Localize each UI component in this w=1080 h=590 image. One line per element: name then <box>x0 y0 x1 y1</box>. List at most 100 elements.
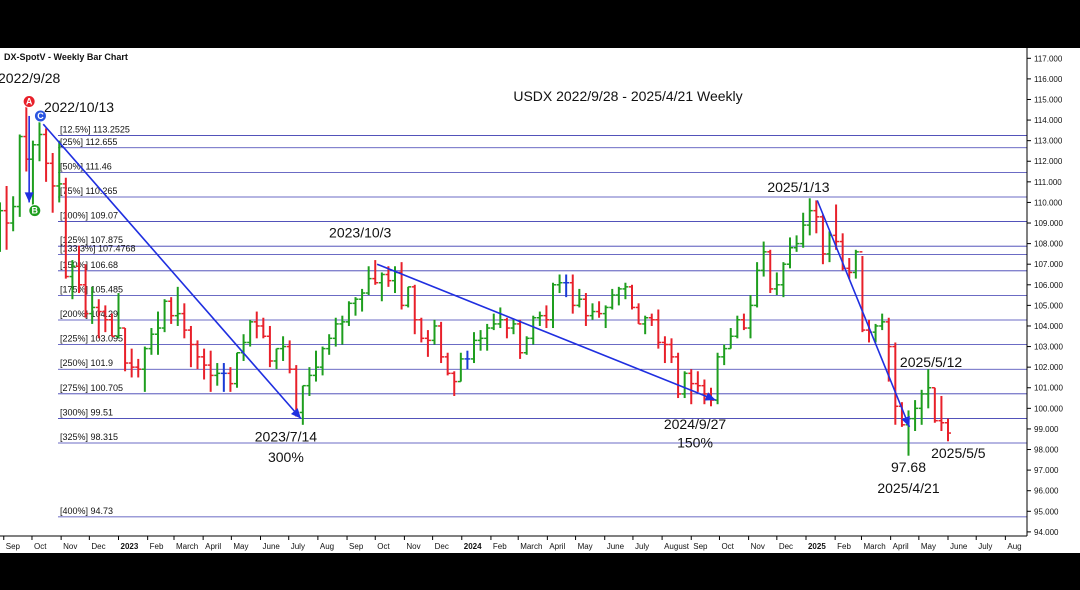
ohlc-bar <box>0 202 3 252</box>
time-tick-label: 2024 <box>464 542 482 551</box>
ohlc-bar <box>635 303 642 325</box>
ohlc-bar <box>16 134 23 217</box>
ohlc-bar <box>536 311 543 326</box>
trend-arrow-line <box>816 200 911 428</box>
price-tick-label: 105.000 <box>1034 301 1063 310</box>
ohlc-bar <box>767 249 774 294</box>
annotation-label: 150% <box>677 434 713 450</box>
point-marker-label: C <box>37 111 44 121</box>
price-tick-label: 110.000 <box>1034 198 1063 207</box>
ohlc-bar <box>833 204 840 250</box>
ohlc-bar <box>471 332 477 364</box>
price-tick-label: 116.000 <box>1034 75 1063 84</box>
ohlc-bar <box>760 241 767 277</box>
ohlc-bar <box>556 274 563 294</box>
chart-background <box>0 48 1080 553</box>
time-tick-label: Oct <box>721 542 734 551</box>
ohlc-bar <box>477 330 484 351</box>
time-tick-label: Oct <box>377 542 390 551</box>
point-marker: C <box>33 109 47 123</box>
ohlc-bar <box>76 245 82 294</box>
time-tick-label: Dec <box>435 542 449 551</box>
point-marker: B <box>28 204 42 218</box>
ohlc-bar <box>438 321 445 364</box>
price-tick-label: 97.000 <box>1034 466 1059 475</box>
trend-arrow-head <box>704 392 716 401</box>
ohlc-bar <box>247 319 254 347</box>
trend-arrow-line <box>376 263 717 401</box>
time-tick-label: Feb <box>493 542 507 551</box>
point-markers: A B C <box>22 95 47 218</box>
ohlc-bar <box>280 336 287 361</box>
ohlc-bar <box>457 352 464 383</box>
trend-arrow-head <box>290 408 301 419</box>
time-tick-label: Feb <box>837 542 851 551</box>
annotation-label: 2025/1/13 <box>767 179 829 195</box>
ohlc-bar <box>95 299 102 339</box>
time-tick-label: Dec <box>91 542 105 551</box>
time-tick-label: August <box>664 542 690 551</box>
ohlc-bar <box>234 351 240 388</box>
ohlc-bar <box>734 315 741 339</box>
ohlc-bar <box>925 369 932 409</box>
annotation-label: 97.68 <box>891 459 926 475</box>
trend-arrow <box>42 123 302 420</box>
ohlc-bar <box>207 350 214 392</box>
ohlc-bar <box>220 363 227 392</box>
ohlc-bar <box>174 286 181 326</box>
ohlc-bar <box>754 262 761 308</box>
time-tick-label: Sep <box>6 542 21 551</box>
ohlc-bar <box>359 288 366 312</box>
price-tick-label: 111.000 <box>1034 178 1062 187</box>
ohlc-bar <box>141 346 148 392</box>
ohlc-bar <box>43 128 50 182</box>
ohlc-bar <box>29 140 36 211</box>
annotation-label: 2023/10/3 <box>329 224 391 240</box>
time-tick-label: June <box>607 542 625 551</box>
ohlc-bar <box>424 330 431 357</box>
app-title: DX-SpotV - Weekly Bar Chart <box>4 52 128 62</box>
ohlc-bar <box>345 301 352 326</box>
ohlc-bar <box>661 336 668 364</box>
point-marker-label: B <box>32 206 39 216</box>
ohlc-bar <box>69 260 76 300</box>
ohlc-bar <box>846 258 853 279</box>
fib-level-label: [25%] 112.655 <box>60 137 117 147</box>
trend-arrow-head <box>24 192 34 203</box>
ohlc-bar <box>273 347 280 370</box>
ohlc-bar <box>319 346 326 376</box>
time-tick-label: 2023 <box>121 542 139 551</box>
ohlc-bar <box>187 325 194 368</box>
fib-level-label: [50%] 111.46 <box>60 161 112 171</box>
ohlc-bar <box>161 299 168 333</box>
ohlc-bar <box>135 358 142 378</box>
price-tick-label: 104.000 <box>1034 322 1063 331</box>
ohlc-bar <box>885 317 892 382</box>
ohlc-bar <box>148 328 155 355</box>
ohlc-bar <box>10 196 17 232</box>
ohlc-bar <box>912 400 919 431</box>
ohlc-bar <box>464 350 471 370</box>
ohlc-bar <box>892 342 899 425</box>
price-tick-label: 101.000 <box>1034 384 1063 393</box>
ohlc-bar <box>115 293 122 339</box>
annotation-label: 2023/7/14 <box>255 428 317 444</box>
trend-arrow <box>816 200 911 428</box>
time-tick-label: Nov <box>406 542 420 551</box>
ohlc-bar <box>859 251 866 333</box>
ohlc-bar <box>589 303 596 320</box>
ohlc-bar <box>365 266 372 296</box>
ohlc-bar <box>372 260 379 285</box>
ohlc-bar <box>747 295 754 339</box>
ohlc-bar <box>879 313 886 331</box>
time-tick-label: Feb <box>150 542 164 551</box>
annotation-label: 2025/5/5 <box>931 445 986 461</box>
price-tick-label: 108.000 <box>1034 240 1063 249</box>
ohlc-bar <box>602 305 609 329</box>
ohlc-bar <box>503 317 510 339</box>
price-axis: 94.000 95.000 96.000 97.000 98.000 99.000 100.… <box>1027 54 1063 537</box>
annotation-label: 2022/10/13 <box>44 99 114 115</box>
time-tick-label: July <box>291 542 305 551</box>
ohlc-bar <box>576 288 583 308</box>
time-tick-label: 2025 <box>808 542 826 551</box>
